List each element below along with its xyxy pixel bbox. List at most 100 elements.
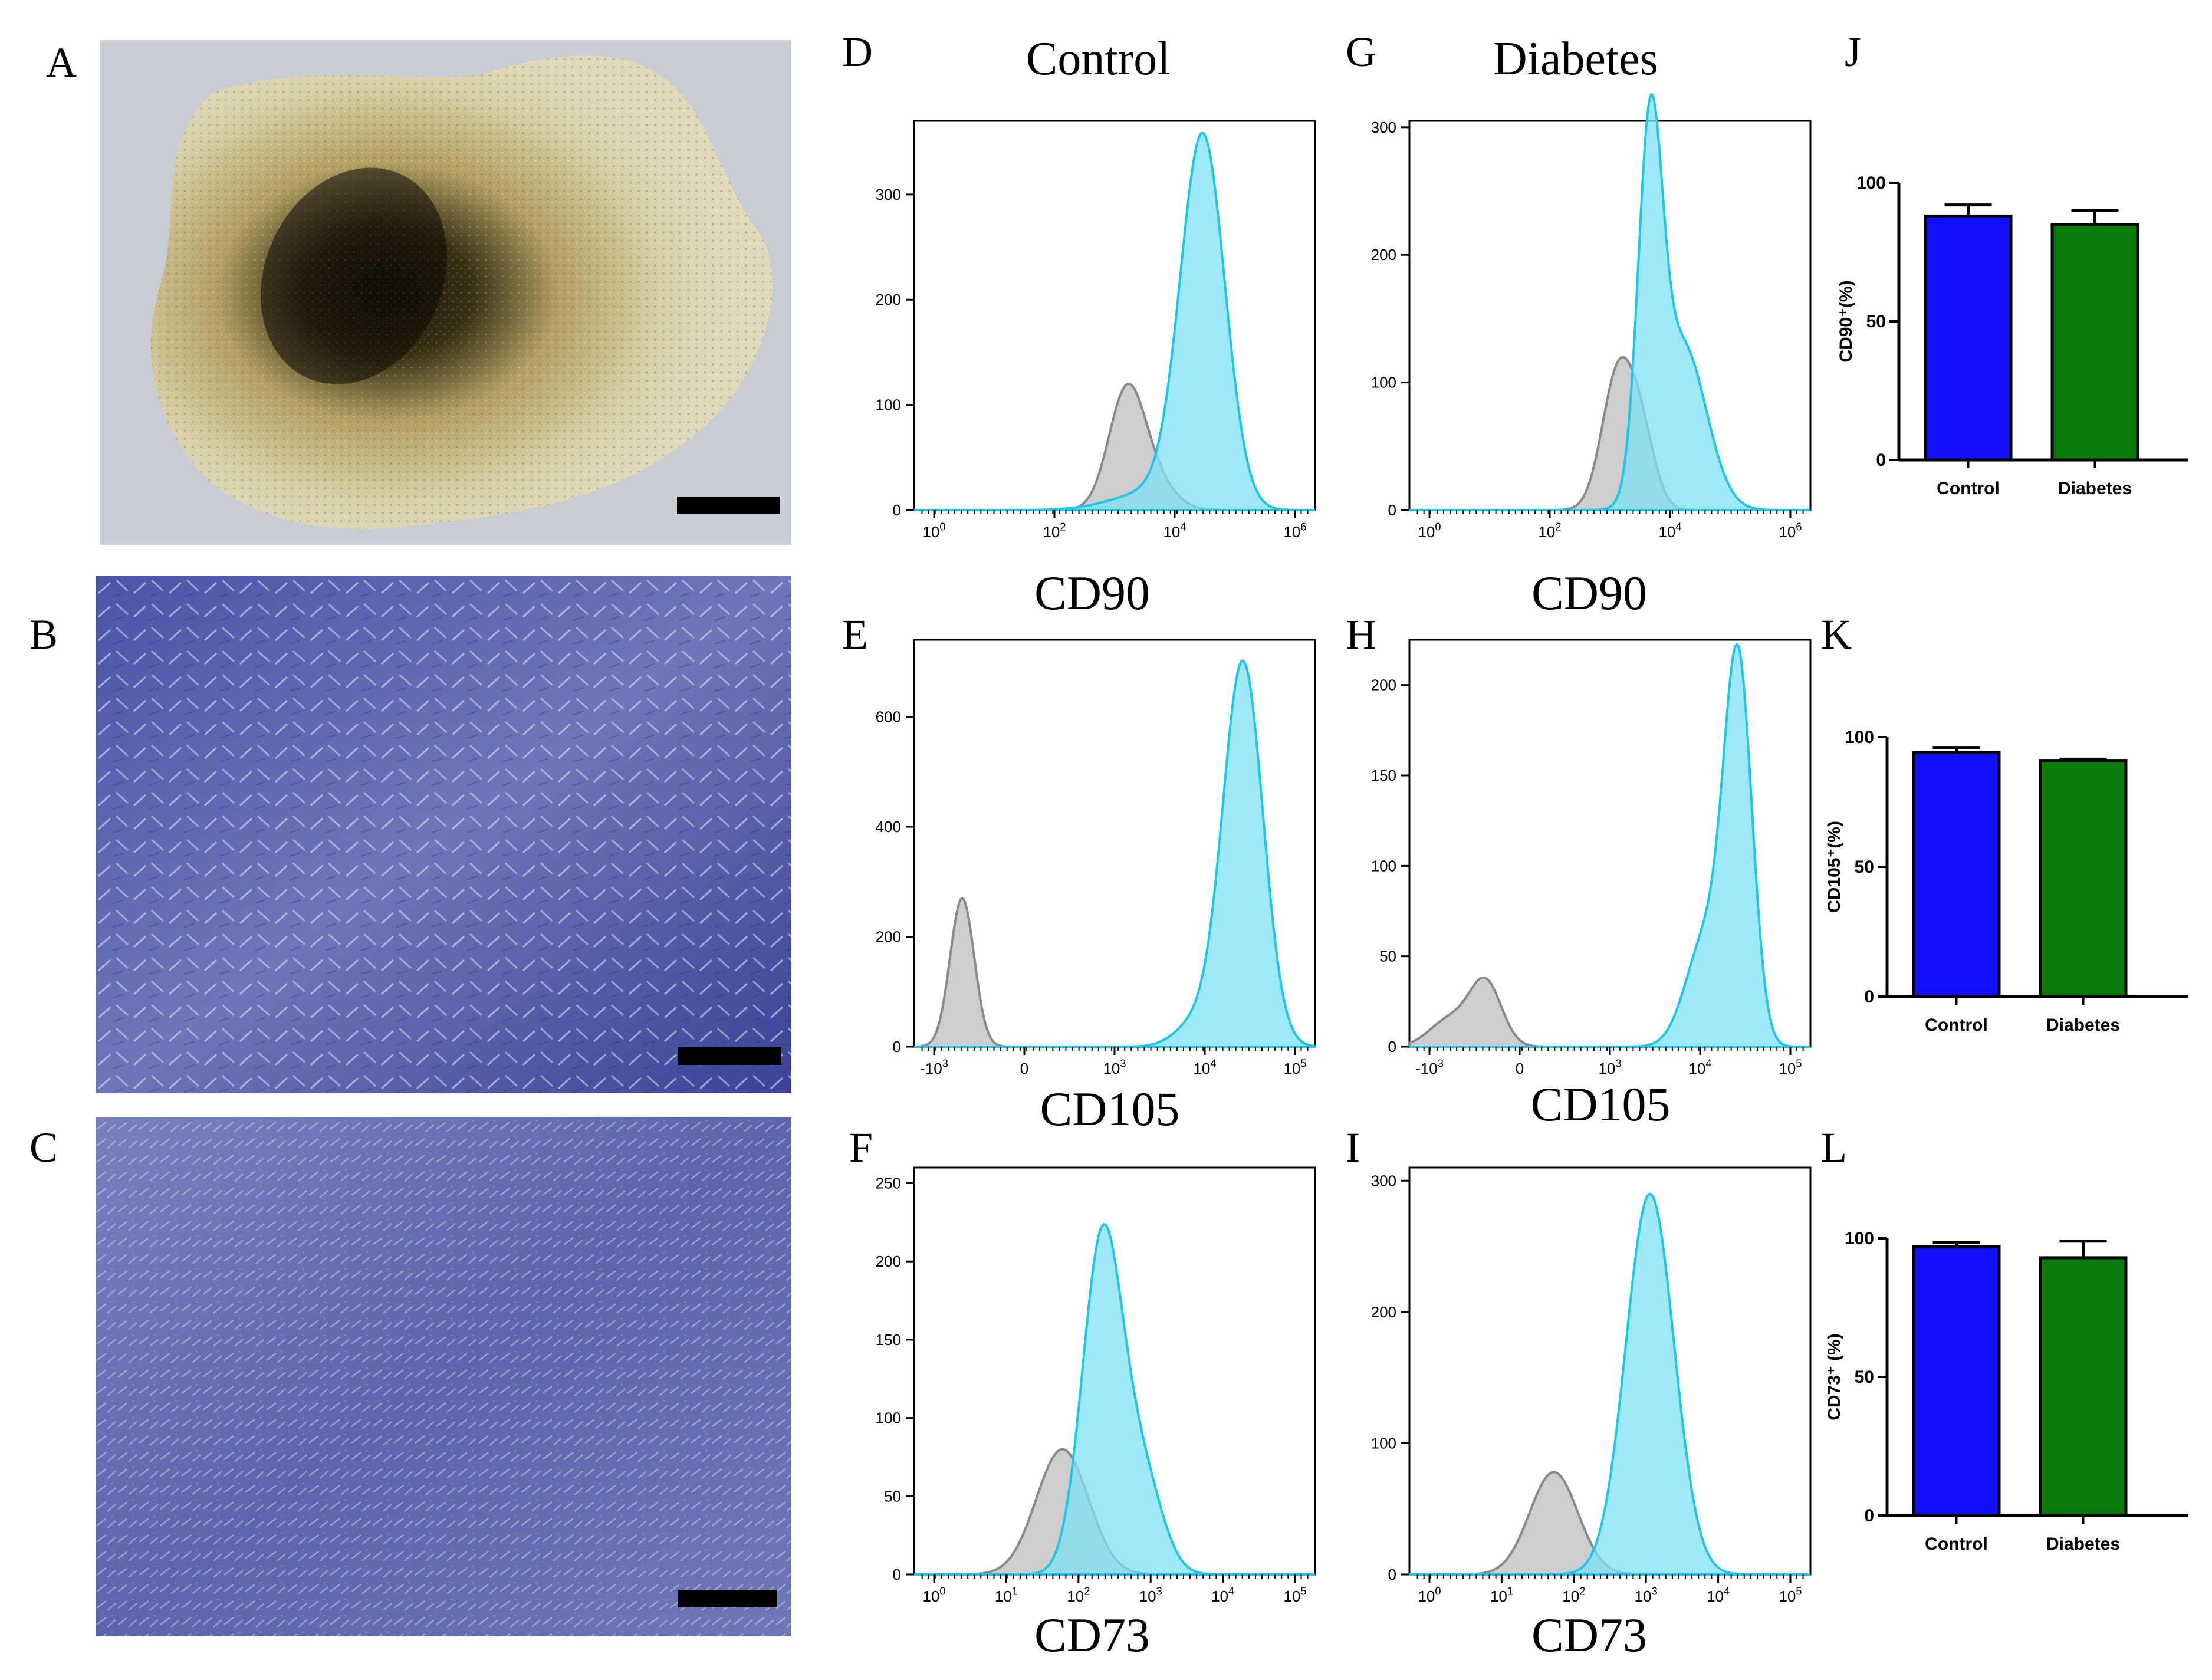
y-axis-label: CD90⁺(%) <box>1836 280 1856 362</box>
x-tick-label: 100 <box>1418 1585 1441 1605</box>
x-tick-label: -103 <box>920 1057 948 1077</box>
x-tick-label: 106 <box>1779 521 1802 541</box>
y-tick-label: 0 <box>893 1566 901 1583</box>
y-tick-label: 0 <box>1864 987 1874 1007</box>
x-tick-label: 104 <box>1163 521 1186 541</box>
y-tick-label: 0 <box>1388 1566 1396 1583</box>
axis-label-f: CD73 <box>1034 1608 1150 1662</box>
x-tick-label: 103 <box>1139 1585 1162 1605</box>
x-tick-label: 102 <box>1067 1585 1090 1605</box>
y-tick-label: 200 <box>876 291 901 308</box>
panel-label-b: B <box>29 611 58 658</box>
scale-bar-b <box>678 1047 781 1065</box>
bar-control <box>1924 214 2013 462</box>
panel-label-l: L <box>1821 1124 1847 1171</box>
panel-label-a: A <box>46 39 77 86</box>
x-tick-label: 104 <box>1658 521 1681 541</box>
panel-label-h: H <box>1346 611 1376 658</box>
histogram-d: 0 100 200 300 100 102 104 106 <box>876 120 1316 541</box>
y-tick-label: 50 <box>1379 948 1396 965</box>
panel-label-k: K <box>1821 611 1852 658</box>
bar-control <box>1912 1245 2001 1517</box>
y-tick-label: 300 <box>1371 119 1396 136</box>
bar-chart-j: 0 50 100 CD90⁺(%) Control Diabetes <box>1836 173 2188 498</box>
y-axis-label: CD73⁺ (%) <box>1825 1333 1844 1421</box>
x-tick-label: 106 <box>1283 521 1306 541</box>
x-tick-label: 104 <box>1707 1585 1730 1605</box>
y-tick-label: 50 <box>1855 1367 1874 1387</box>
y-tick-label: 200 <box>1371 246 1396 264</box>
axis-label-d: CD90 <box>1034 566 1150 620</box>
bar-chart-l: 0 50 100 CD73⁺ (%) Control Diabetes <box>1825 1229 2188 1554</box>
y-tick-label: 0 <box>1876 451 1886 470</box>
panel-label-j: J <box>1845 28 1862 75</box>
y-axis-label: CD105⁺(%) <box>1825 821 1844 913</box>
x-tick-label: Diabetes <box>2058 479 2132 498</box>
x-tick-label: 100 <box>922 521 945 541</box>
y-tick-label: 0 <box>893 501 901 519</box>
scale-bar-c <box>678 1590 777 1607</box>
histogram-h: 0 50 100 150 200 -103 0 103 104 105 <box>1371 639 1812 1077</box>
bar-chart-k: 0 50 100 CD105⁺(%) Control Diabetes <box>1825 728 2188 1035</box>
x-tick-label: 103 <box>1598 1057 1621 1077</box>
y-tick-label: 400 <box>876 818 901 836</box>
x-tick-label: 105 <box>1283 1057 1306 1077</box>
x-tick-label: 102 <box>1562 1585 1585 1605</box>
axis-label-i: CD73 <box>1531 1608 1647 1662</box>
x-tick-label: 102 <box>1538 521 1561 541</box>
y-tick-label: 100 <box>876 396 901 414</box>
y-tick-label: 600 <box>876 708 901 726</box>
y-tick-label: 100 <box>1371 857 1396 874</box>
bar-control <box>1912 751 2001 998</box>
y-tick-label: 150 <box>876 1331 901 1349</box>
x-tick-label: 104 <box>1211 1585 1234 1605</box>
column-title-control: Control <box>1026 33 1171 85</box>
panel-label-i: I <box>1346 1124 1360 1171</box>
x-tick-label: 105 <box>1779 1057 1802 1077</box>
y-tick-label: 150 <box>1371 767 1396 784</box>
x-tick-label: 105 <box>1283 1585 1306 1605</box>
y-tick-label: 0 <box>1864 1506 1874 1526</box>
x-tick-label: 101 <box>1490 1585 1513 1605</box>
x-tick-label: Control <box>1925 1015 1988 1035</box>
panel-label-g: G <box>1346 28 1376 75</box>
x-tick-label: 102 <box>1043 521 1066 541</box>
x-tick-label: 100 <box>922 1585 945 1605</box>
panel-label-d: D <box>842 28 873 75</box>
x-tick-label: 104 <box>1193 1057 1216 1077</box>
x-tick-label: 101 <box>995 1585 1018 1605</box>
y-tick-label: 200 <box>1371 676 1396 694</box>
y-tick-label: 100 <box>1856 173 1886 193</box>
x-tick-label: 0 <box>1020 1060 1028 1077</box>
histogram-i: 0 100 200 300 100 101 102 103 104 105 <box>1371 1166 1812 1605</box>
histogram-f: 0 50 100 150 200 250 100 101 102 103 104 105 <box>876 1166 1316 1605</box>
axis-label-e: CD105 <box>1040 1082 1180 1136</box>
x-tick-label: Diabetes <box>2046 1015 2120 1035</box>
bar-diabetes <box>2039 1256 2128 1517</box>
y-tick-label: 0 <box>1388 501 1396 519</box>
y-tick-label: 300 <box>1371 1172 1396 1189</box>
x-tick-label: -103 <box>1415 1057 1444 1077</box>
bar-diabetes <box>2050 223 2139 462</box>
y-tick-label: 50 <box>1855 857 1874 877</box>
y-tick-label: 200 <box>876 928 901 946</box>
micrograph-a <box>100 40 791 545</box>
y-tick-label: 200 <box>876 1252 901 1270</box>
y-tick-label: 250 <box>876 1175 901 1192</box>
y-tick-label: 300 <box>876 186 901 203</box>
histogram-e: 0 200 400 600 -103 0 103 104 105 <box>876 639 1316 1077</box>
column-title-diabetes: Diabetes <box>1493 33 1658 85</box>
y-tick-label: 50 <box>1866 312 1886 331</box>
x-tick-label: 104 <box>1688 1057 1711 1077</box>
y-tick-label: 50 <box>884 1487 901 1505</box>
y-tick-label: 0 <box>1388 1038 1396 1056</box>
y-tick-label: 100 <box>876 1409 901 1427</box>
y-tick-label: 200 <box>1371 1303 1396 1321</box>
x-tick-label: Control <box>1937 479 2000 498</box>
x-tick-label: 100 <box>1418 521 1441 541</box>
x-tick-label: 103 <box>1635 1585 1658 1605</box>
micrograph-c <box>96 1117 791 1636</box>
histogram-g: 0 100 200 300 100 102 104 106 <box>1371 92 1812 541</box>
micrograph-b <box>96 576 791 1093</box>
x-tick-label: 0 <box>1516 1060 1524 1077</box>
